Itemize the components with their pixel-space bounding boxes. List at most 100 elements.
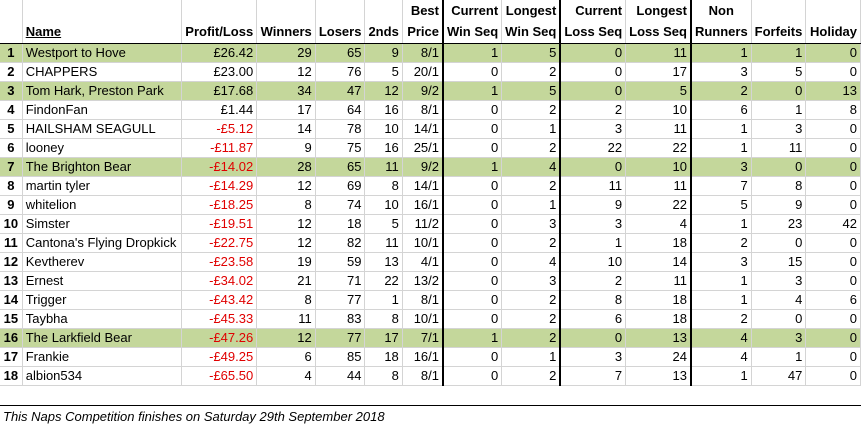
current-win-seq-cell: 1 <box>443 43 503 63</box>
best-price-cell: 9/2 <box>402 157 444 177</box>
name-cell: Westport to Hove <box>22 43 182 63</box>
profit-loss-cell: £23.00 <box>181 62 258 82</box>
non-runners-cell: 4 <box>690 347 752 367</box>
rank: 2 <box>0 62 23 82</box>
longest-win-seq-cell: 2 <box>501 62 562 82</box>
seconds-cell: 13 <box>364 252 403 272</box>
current-win-seq-cell: 1 <box>443 328 503 348</box>
forfeits-cell: 1 <box>751 347 807 367</box>
seconds-cell: 11 <box>364 157 403 177</box>
forfeits-cell: 9 <box>751 195 807 215</box>
current-loss-seq-cell: 8 <box>560 290 627 310</box>
forfeits-cell: 23 <box>751 214 807 234</box>
losers-cell: 65 <box>315 157 366 177</box>
rank: 4 <box>0 100 23 120</box>
name-cell: Kevtherev <box>22 252 182 272</box>
best-price-cell: 20/1 <box>402 62 444 82</box>
header-loss-seq-current: Loss Seq <box>560 20 627 44</box>
losers-cell: 74 <box>315 195 366 215</box>
losers-cell: 64 <box>315 100 366 120</box>
non-runners-cell: 5 <box>690 195 752 215</box>
header-loss-seq-longest: Loss Seq <box>625 20 692 44</box>
longest-win-seq-cell: 5 <box>501 81 562 101</box>
current-win-seq-cell: 0 <box>443 100 503 120</box>
holiday-cell: 0 <box>805 176 861 196</box>
name-cell: Taybha <box>22 309 182 329</box>
profit-loss-cell: -£11.87 <box>181 138 258 158</box>
forfeits-cell: 47 <box>751 366 807 386</box>
seconds-cell: 10 <box>364 119 403 139</box>
name-cell: Tom Hark, Preston Park <box>22 81 182 101</box>
rank: 10 <box>0 214 23 234</box>
seconds-cell: 8 <box>364 366 403 386</box>
profit-loss-cell: -£49.25 <box>181 347 258 367</box>
table-row: 7 The Brighton Bear -£14.02 28 65 11 9/2 1 4 0 10 3… <box>0 157 861 177</box>
name-cell: Trigger <box>22 290 182 310</box>
rank: 11 <box>0 233 23 253</box>
rank: 5 <box>0 119 23 139</box>
current-win-seq-cell: 1 <box>443 81 503 101</box>
winners-cell: 8 <box>256 290 316 310</box>
losers-cell: 83 <box>315 309 366 329</box>
table-row: 8 martin tyler -£14.29 12 69 8 14/1 0 2 11 11 7 8 0 <box>0 176 861 196</box>
holiday-cell: 0 <box>805 366 861 386</box>
winners-cell: 34 <box>256 81 316 101</box>
best-price-cell: 13/2 <box>402 271 444 291</box>
table-row: 17 Frankie -£49.25 6 85 18 16/1 0 1 3 24 4 1 0 <box>0 347 861 367</box>
name-cell: HAILSHAM SEAGULL <box>22 119 182 139</box>
name-cell: CHAPPERS <box>22 62 182 82</box>
longest-win-seq-cell: 5 <box>501 43 562 63</box>
non-runners-cell: 2 <box>690 309 752 329</box>
non-runners-cell: 2 <box>690 81 752 101</box>
table-row: 16 The Larkfield Bear -£47.26 12 77 17 7/1 1 2 0 1… <box>0 328 861 348</box>
best-price-cell: 8/1 <box>402 100 444 120</box>
longest-win-seq-cell: 1 <box>501 119 562 139</box>
holiday-cell: 0 <box>805 309 861 329</box>
best-price-cell: 25/1 <box>402 138 444 158</box>
forfeits-cell: 0 <box>751 157 807 177</box>
table-row: 9 whitelion -£18.25 8 74 10 16/1 0 1 9 22 5 9 0 <box>0 195 861 215</box>
forfeits-cell: 0 <box>751 233 807 253</box>
rank: 7 <box>0 157 23 177</box>
current-win-seq-cell: 0 <box>443 347 503 367</box>
non-runners-cell: 3 <box>690 62 752 82</box>
holiday-cell: 0 <box>805 233 861 253</box>
best-price-cell: 14/1 <box>402 176 444 196</box>
best-price-cell: 8/1 <box>402 43 444 63</box>
losers-cell: 18 <box>315 214 366 234</box>
losers-cell: 75 <box>315 138 366 158</box>
header-current-loss: Current <box>560 0 627 20</box>
current-win-seq-cell: 0 <box>443 195 503 215</box>
holiday-cell: 0 <box>805 271 861 291</box>
longest-loss-seq-cell: 11 <box>625 176 692 196</box>
table-row: 3 Tom Hark, Preston Park £17.68 34 47 12 9/2 1 5… <box>0 81 861 101</box>
profit-loss-cell: -£43.42 <box>181 290 258 310</box>
header-win-seq-current: Win Seq <box>443 20 503 44</box>
table-row: 1 Westport to Hove £26.42 29 65 9 8/1 1 5 0 11 1 1 0 <box>0 43 861 63</box>
current-win-seq-cell: 0 <box>443 309 503 329</box>
holiday-cell: 0 <box>805 347 861 367</box>
header-best: Best <box>402 0 444 20</box>
seconds-cell: 16 <box>364 138 403 158</box>
current-win-seq-cell: 0 <box>443 214 503 234</box>
header-name: Name <box>22 20 182 44</box>
forfeits-cell: 8 <box>751 176 807 196</box>
profit-loss-cell: £26.42 <box>181 43 258 63</box>
header-2nds: 2nds <box>364 20 403 44</box>
header-longest-loss: Longest <box>625 0 692 20</box>
longest-win-seq-cell: 2 <box>501 309 562 329</box>
rank: 13 <box>0 271 23 291</box>
header-win-seq-longest: Win Seq <box>501 20 562 44</box>
current-loss-seq-cell: 7 <box>560 366 627 386</box>
longest-loss-seq-cell: 17 <box>625 62 692 82</box>
current-loss-seq-cell: 10 <box>560 252 627 272</box>
longest-loss-seq-cell: 10 <box>625 100 692 120</box>
losers-cell: 44 <box>315 366 366 386</box>
current-loss-seq-cell: 1 <box>560 233 627 253</box>
best-price-cell: 8/1 <box>402 366 444 386</box>
winners-cell: 17 <box>256 100 316 120</box>
winners-cell: 9 <box>256 138 316 158</box>
name-cell: whitelion <box>22 195 182 215</box>
current-win-seq-cell: 0 <box>443 233 503 253</box>
holiday-cell: 42 <box>805 214 861 234</box>
